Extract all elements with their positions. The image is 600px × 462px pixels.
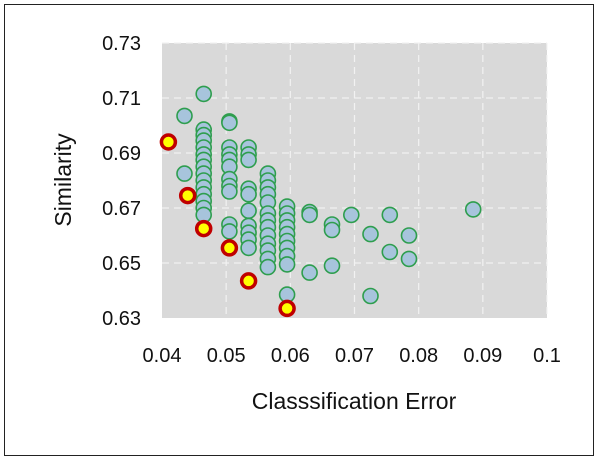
- data-point: [323, 257, 341, 275]
- highlighted-data-point: [239, 272, 258, 290]
- y-tick-label: 0.69: [102, 143, 141, 165]
- highlighted-data-point: [178, 186, 197, 205]
- data-point: [240, 151, 257, 169]
- data-point: [323, 221, 341, 239]
- data-point: [381, 243, 399, 261]
- data-point: [176, 107, 193, 125]
- data-point: [362, 287, 379, 305]
- data-point: [381, 206, 399, 224]
- highlighted-data-point: [194, 219, 213, 238]
- data-point: [240, 202, 257, 219]
- data-point: [400, 227, 418, 244]
- data-point: [221, 183, 238, 200]
- tick-labels: 0.04 0.05 0.06 0.07 0.08 0.09 0.1 0.63 0.65 0.67 0…: [102, 33, 561, 367]
- data-point: [259, 258, 277, 276]
- x-axis-title: Classsification Error: [252, 388, 457, 414]
- x-tick-label: 0.05: [207, 345, 246, 367]
- x-tick-label: 0.09: [463, 345, 502, 367]
- y-tick-label: 0.71: [102, 88, 141, 110]
- data-point: [240, 239, 257, 257]
- data-point: [362, 225, 379, 243]
- x-tick-label: 0.04: [143, 345, 182, 367]
- y-tick-label: 0.73: [102, 33, 141, 55]
- data-point: [301, 206, 318, 224]
- data-point: [400, 250, 418, 268]
- x-tick-label: 0.08: [399, 345, 438, 367]
- highlighted-data-point: [220, 239, 239, 257]
- highlighted-data-point: [159, 133, 178, 151]
- x-tick-label: 0.07: [335, 345, 374, 367]
- data-point: [464, 201, 482, 218]
- data-point: [221, 223, 238, 240]
- y-axis-title: Similarity: [50, 133, 76, 227]
- data-point: [240, 185, 257, 203]
- data-point: [342, 206, 360, 224]
- y-tick-label: 0.63: [102, 308, 141, 330]
- data-point: [278, 256, 296, 273]
- x-tick-label: 0.1: [533, 345, 561, 367]
- data-point: [221, 114, 238, 132]
- x-tick-label: 0.06: [271, 345, 310, 367]
- data-points: [159, 85, 482, 318]
- data-point: [176, 165, 193, 182]
- data-point: [301, 264, 318, 281]
- data-point: [195, 85, 212, 103]
- highlighted-data-point: [278, 299, 296, 318]
- y-tick-label: 0.67: [102, 198, 141, 220]
- y-tick-label: 0.65: [102, 253, 141, 275]
